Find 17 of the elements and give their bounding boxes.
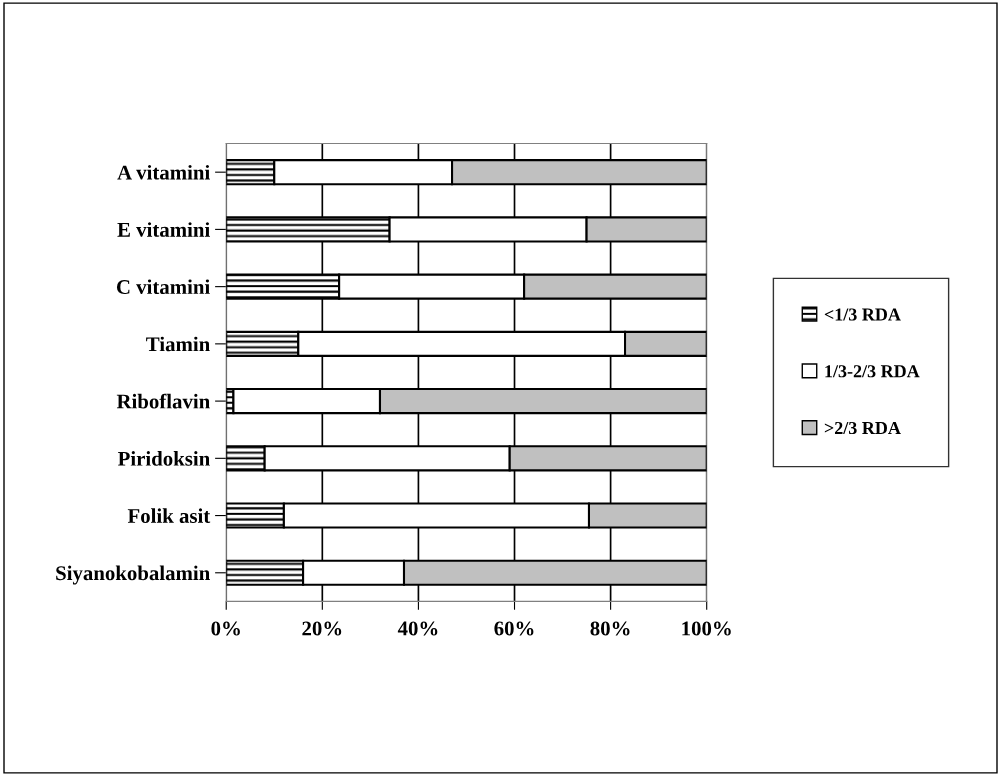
y-tick-label: A vitamini [117, 164, 210, 180]
y-tick-label: Siyanokobalamin [56, 565, 210, 585]
x-tick-label: 60% [494, 621, 534, 636]
legend-label: 1/3-2/3 RDA [825, 365, 920, 378]
legend-label: <1/3 RDA [824, 308, 901, 321]
x-tick-label: 100% [682, 621, 731, 636]
x-tick-label: 80% [590, 621, 630, 636]
x-tick-label: 40% [397, 621, 438, 636]
y-tick-label: Riboflavin [116, 393, 210, 409]
y-tick-label: C vitamini [116, 279, 210, 295]
x-tick-label: 20% [302, 621, 342, 636]
y-tick-label: Piridoksin [117, 451, 210, 466]
y-tick-label: E vitamini [117, 222, 210, 237]
legend-label: >2/3 RDA [824, 421, 901, 435]
y-tick-label: Folik asit [127, 508, 211, 523]
x-tick-label: 0% [211, 621, 240, 636]
y-tick-label: Tiamin [146, 336, 210, 352]
